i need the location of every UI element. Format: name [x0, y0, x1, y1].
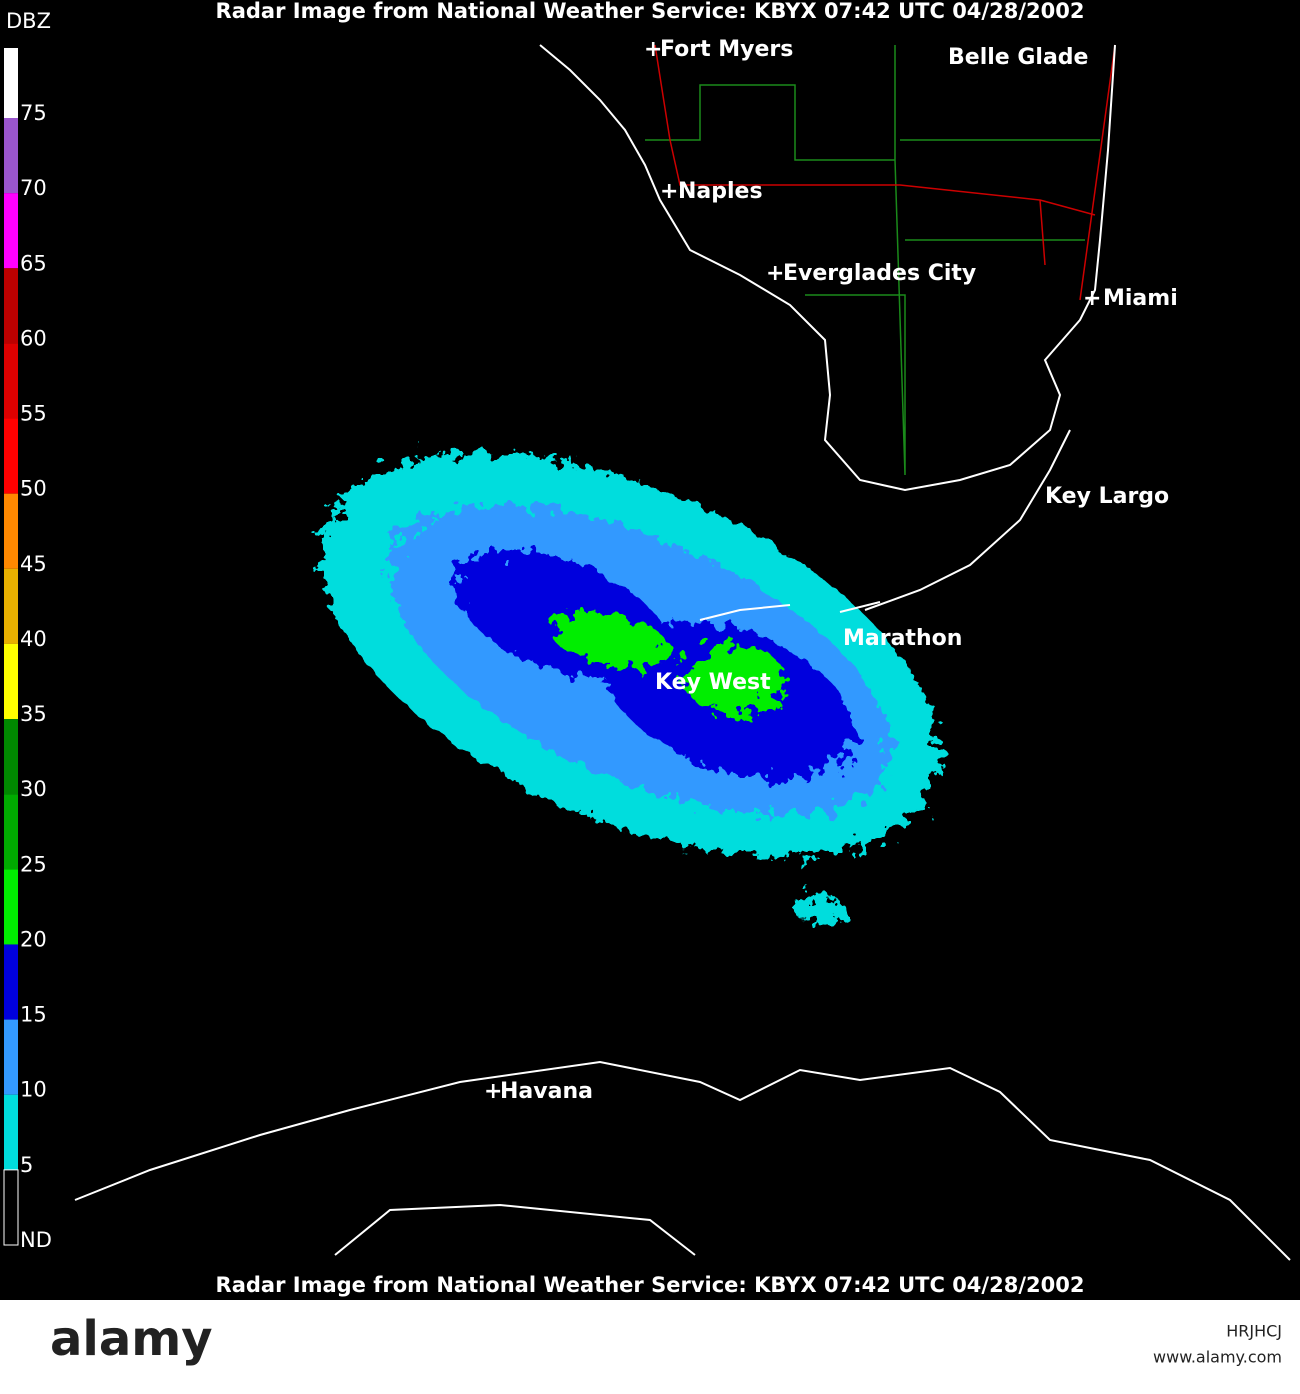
- legend-label: ND: [20, 1228, 52, 1252]
- legend-label: 40: [20, 627, 47, 651]
- legend-label: 60: [20, 326, 47, 350]
- place-label: Fort Myers: [660, 37, 793, 62]
- legend-swatch: [4, 343, 18, 419]
- legend-label: 50: [20, 477, 47, 501]
- legend-label: 45: [20, 552, 47, 576]
- legend-swatch: [3, 1169, 19, 1246]
- legend-swatch: [4, 643, 18, 720]
- legend-label: 15: [20, 1003, 47, 1027]
- place-marker: +: [484, 1079, 502, 1104]
- place-label: Marathon: [843, 626, 962, 651]
- place-label: Everglades City: [783, 261, 976, 286]
- coastline: [74, 44, 1291, 1261]
- legend-label: 35: [20, 702, 47, 726]
- legend-swatch: [4, 48, 18, 118]
- place-label: Miami: [1103, 286, 1178, 311]
- watermark-bar: [0, 1300, 1300, 1390]
- legend-swatch: [4, 568, 18, 644]
- legend-swatch: [4, 193, 18, 269]
- legend-swatch: [4, 1019, 18, 1095]
- place-marker: +: [660, 179, 678, 204]
- radar-echo: [321, 453, 939, 925]
- legend-label: 55: [20, 402, 47, 426]
- legend-swatch: [4, 493, 18, 569]
- title-bottom: Radar Image from National Weather Servic…: [216, 1273, 1085, 1297]
- legend-label: 30: [20, 777, 47, 801]
- legend-swatch: [4, 869, 18, 945]
- legend-swatch: [4, 719, 18, 795]
- place-marker: +: [644, 37, 662, 62]
- legend-label: 10: [20, 1078, 47, 1102]
- legend-swatch: [4, 944, 18, 1020]
- legend-label: 5: [20, 1153, 33, 1177]
- place-marker: +: [1083, 286, 1101, 311]
- legend-swatch: [4, 118, 18, 194]
- legend-swatch: [4, 1094, 18, 1170]
- county-lines: [645, 44, 1116, 476]
- legend-label: 20: [20, 927, 47, 951]
- legend-label: 70: [20, 176, 47, 200]
- place-label: Naples: [678, 179, 763, 204]
- place-marker: +: [766, 261, 784, 286]
- legend-label: 25: [20, 852, 47, 876]
- legend-label: 65: [20, 251, 47, 275]
- legend-swatch: [4, 418, 18, 494]
- place-label: Belle Glade: [948, 45, 1088, 70]
- place-label: Key Largo: [1045, 484, 1169, 509]
- watermark-url: www.alamy.com: [1153, 1348, 1282, 1367]
- place-label: Key West: [655, 670, 771, 695]
- watermark-id: HRJHCJ: [1226, 1322, 1282, 1341]
- watermark-logo: alamy: [50, 1311, 213, 1367]
- legend-swatch: [4, 794, 18, 870]
- legend-swatch: [4, 268, 18, 344]
- legend-unit: DBZ: [6, 9, 51, 33]
- legend-label: 75: [20, 101, 47, 125]
- legend: 75 70 65 60 55 50 45 40 35 30 25 20 15 10 5 ND: [3, 48, 52, 1252]
- places: +Fort Myers Belle Glade+ Naples+Everglades…: [484, 37, 1178, 1104]
- place-label: Havana: [500, 1079, 593, 1104]
- title-top: Radar Image from National Weather Servic…: [216, 0, 1085, 23]
